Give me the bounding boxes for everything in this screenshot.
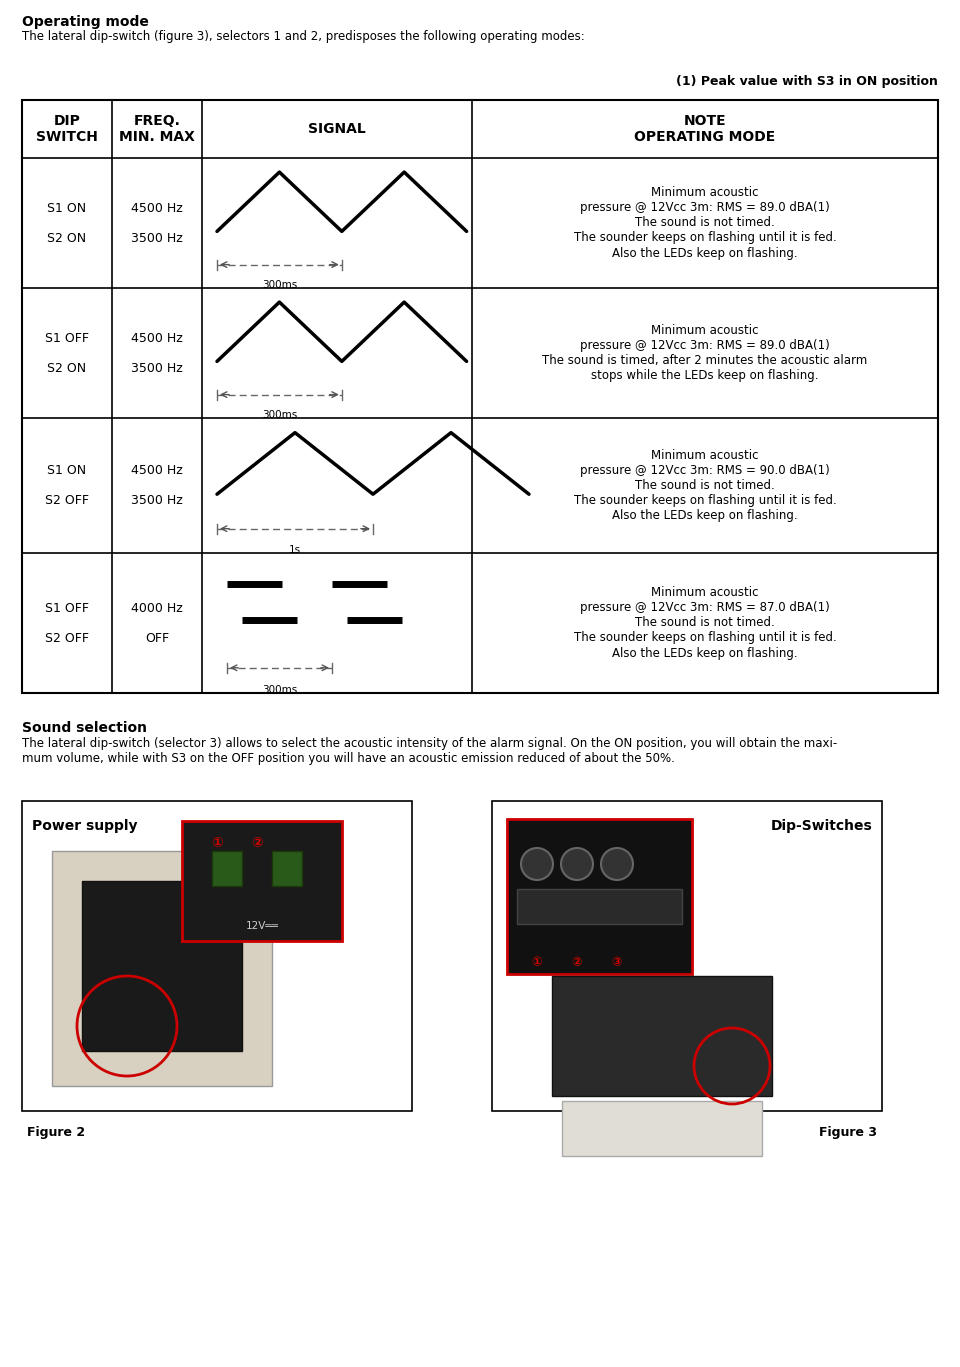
Bar	[22, 801, 412, 1111]
Circle shape	[521, 848, 553, 880]
Text: Minimum acoustic
pressure @ 12Vcc 3m: RMS = 90.0 dBA(1)
The sound is not timed.
: Minimum acoustic pressure @ 12Vcc 3m: RM…	[574, 448, 836, 522]
Bar	[492, 801, 882, 1111]
Text: 1s: 1s	[289, 545, 301, 555]
Text: S1 ON

S2 OFF: S1 ON S2 OFF	[45, 463, 89, 507]
Text: 300ms: 300ms	[262, 685, 298, 694]
Text: Figure 3: Figure 3	[819, 1126, 877, 1139]
Bar	[22, 100, 938, 693]
Text: ①: ①	[532, 956, 542, 969]
Text: Power supply: Power supply	[32, 819, 137, 833]
Bar	[562, 1100, 762, 1156]
Text: 4500 Hz

3500 Hz: 4500 Hz 3500 Hz	[132, 332, 182, 375]
Text: Minimum acoustic
pressure @ 12Vcc 3m: RMS = 89.0 dBA(1)
The sound is timed, afte: Minimum acoustic pressure @ 12Vcc 3m: RM…	[542, 324, 868, 381]
Bar	[52, 852, 272, 1085]
Text: 12V══: 12V══	[246, 921, 278, 931]
Bar	[272, 852, 302, 886]
Text: 300ms: 300ms	[262, 280, 297, 290]
Text: Operating mode: Operating mode	[22, 15, 149, 29]
Text: ②: ②	[572, 956, 583, 969]
Bar	[82, 880, 242, 1051]
Text: FREQ.
MIN. MAX: FREQ. MIN. MAX	[119, 113, 195, 144]
Text: 300ms: 300ms	[262, 410, 297, 420]
Text: S1 OFF

S2 ON: S1 OFF S2 ON	[45, 332, 89, 375]
Text: Figure 2: Figure 2	[27, 1126, 85, 1139]
Bar	[517, 889, 682, 924]
Text: ②: ②	[252, 837, 263, 850]
Text: ③: ③	[612, 956, 622, 969]
Text: 4000 Hz

OFF: 4000 Hz OFF	[132, 601, 182, 644]
Text: The lateral dip-switch (selector 3) allows to select the acoustic intensity of t: The lateral dip-switch (selector 3) allo…	[22, 737, 837, 766]
Text: Sound selection: Sound selection	[22, 720, 147, 735]
Text: 4500 Hz

3500 Hz: 4500 Hz 3500 Hz	[132, 201, 182, 245]
Text: 4500 Hz

3500 Hz: 4500 Hz 3500 Hz	[132, 463, 182, 507]
Text: NOTE
OPERATING MODE: NOTE OPERATING MODE	[635, 113, 776, 144]
Circle shape	[561, 848, 593, 880]
Bar	[212, 852, 242, 886]
Circle shape	[601, 848, 633, 880]
Text: ①: ①	[211, 837, 223, 850]
Text: DIP
SWITCH: DIP SWITCH	[36, 113, 98, 144]
Text: Minimum acoustic
pressure @ 12Vcc 3m: RMS = 87.0 dBA(1)
The sound is not timed.
: Minimum acoustic pressure @ 12Vcc 3m: RM…	[574, 586, 836, 659]
Bar	[507, 819, 692, 975]
Text: S1 ON

S2 ON: S1 ON S2 ON	[47, 201, 86, 245]
Text: (1) Peak value with S3 in ON position: (1) Peak value with S3 in ON position	[676, 75, 938, 87]
Text: The lateral dip-switch (figure 3), selectors 1 and 2, predisposes the following : The lateral dip-switch (figure 3), selec…	[22, 30, 585, 42]
Text: Dip-Switches: Dip-Switches	[770, 819, 872, 833]
Text: S1 OFF

S2 OFF: S1 OFF S2 OFF	[45, 601, 89, 644]
Bar	[182, 822, 342, 940]
Text: SIGNAL: SIGNAL	[308, 122, 366, 135]
Bar	[552, 976, 772, 1096]
Text: Minimum acoustic
pressure @ 12Vcc 3m: RMS = 89.0 dBA(1)
The sound is not timed.
: Minimum acoustic pressure @ 12Vcc 3m: RM…	[574, 186, 836, 260]
